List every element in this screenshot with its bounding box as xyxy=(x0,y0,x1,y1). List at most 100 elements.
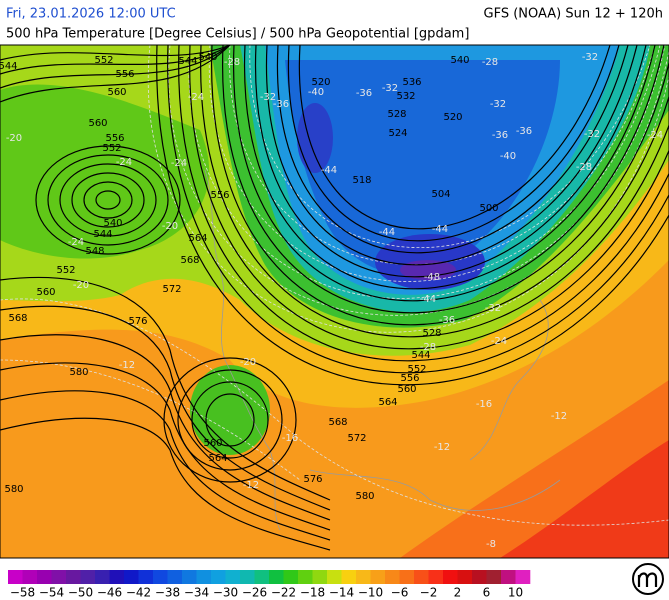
contour-line xyxy=(276,45,629,254)
contour-line xyxy=(0,390,331,541)
colorbar-swatch xyxy=(138,570,154,584)
temperature-label: -24 xyxy=(491,336,507,347)
contour-line xyxy=(0,362,331,531)
temperature-label: -16 xyxy=(282,433,298,444)
logo-mark xyxy=(637,572,658,587)
geopotential-label: 524 xyxy=(388,128,407,139)
colorbar-label: −50 xyxy=(68,586,93,600)
temperature-label: -24 xyxy=(647,130,663,141)
temperature-label: -20 xyxy=(6,133,22,144)
colorbar-label: −38 xyxy=(155,586,180,600)
temperature-label: -8 xyxy=(486,539,496,550)
temperature-label: -48 xyxy=(424,272,440,283)
temperature-label: -36 xyxy=(492,130,508,141)
contour-line xyxy=(0,305,331,511)
temperature-label: -28 xyxy=(420,342,436,353)
temperature-label: -44 xyxy=(432,224,448,235)
colorbar-swatch xyxy=(515,570,531,584)
colorbar-swatch xyxy=(428,570,444,584)
geopotential-label: 568 xyxy=(180,255,199,266)
contour-line xyxy=(167,45,669,374)
contour-line xyxy=(233,45,665,302)
geopotential-label: 536 xyxy=(402,77,421,88)
temperature-label: -44 xyxy=(321,165,337,176)
geopotential-label: 580 xyxy=(69,367,88,378)
colorbar-swatch xyxy=(341,570,357,584)
colorbar-swatch xyxy=(269,570,284,584)
geopotential-contours xyxy=(0,45,669,551)
temperature-label: -20 xyxy=(240,357,256,368)
colorbar-swatch xyxy=(443,570,458,584)
colorbar-label: 10 xyxy=(508,586,523,600)
contour-line xyxy=(222,45,669,314)
contour-line xyxy=(0,45,231,103)
temp-field xyxy=(275,60,560,275)
colorbar-label: −58 xyxy=(10,586,35,600)
colorbar-swatch xyxy=(182,570,197,584)
contour-line xyxy=(189,45,669,350)
temperature-label: -36 xyxy=(516,126,532,137)
contour-line xyxy=(244,45,656,290)
temperature-label: -24 xyxy=(188,92,204,103)
geopotential-label: 556 xyxy=(115,69,134,80)
geopotential-label: 576 xyxy=(128,316,147,327)
temperature-label: -44 xyxy=(420,294,436,305)
temperature-label: -20 xyxy=(162,221,178,232)
map-frame xyxy=(0,44,669,559)
temperature-label: -24 xyxy=(116,157,132,168)
datetime: Fri, 23.01.2026 12:00 UTC xyxy=(6,7,176,22)
colorbar-label: −2 xyxy=(420,586,438,600)
geopotential-label: 568 xyxy=(8,313,27,324)
coastline xyxy=(204,169,281,531)
contour-line xyxy=(211,45,669,326)
contour-line xyxy=(47,154,169,246)
colorbar-swatch xyxy=(457,570,473,584)
temperature-label: -20 xyxy=(73,280,89,291)
colorbar-label: −18 xyxy=(300,586,325,600)
coastline xyxy=(204,169,561,531)
temperature-label: -24 xyxy=(171,158,187,169)
colorbar-swatch xyxy=(312,570,328,584)
geopotential-label: 552 xyxy=(56,265,75,276)
geopotential-label: 540 xyxy=(450,55,469,66)
geopotential-label: 556 xyxy=(210,190,229,201)
temperature-label: -28 xyxy=(224,57,240,68)
contour-line xyxy=(59,163,157,237)
geopotential-label: 528 xyxy=(387,109,406,120)
colorbar-swatch xyxy=(22,570,38,584)
temperature-label: -32 xyxy=(382,83,398,94)
colorbar-swatch xyxy=(240,570,255,584)
colorbar-swatch xyxy=(298,570,313,584)
contour-line xyxy=(35,145,181,255)
contour-line xyxy=(0,45,231,89)
model-run: GFS (NOAA) Sun 12 + 120h xyxy=(484,7,663,22)
isotherm xyxy=(147,45,669,333)
colorbar-swatch xyxy=(66,570,81,584)
geopotential-label: 560 xyxy=(88,118,107,129)
colorbar-swatch xyxy=(472,570,487,584)
geopotential-label: 528 xyxy=(422,328,441,339)
coastline xyxy=(469,299,549,461)
colorbar-label: 6 xyxy=(483,586,491,600)
temperature-label: -12 xyxy=(551,411,567,422)
colorbar-swatch xyxy=(370,570,386,584)
geopotential-label: 544 xyxy=(411,350,430,361)
colorbar-label: −22 xyxy=(271,586,296,600)
contour-line xyxy=(0,417,331,551)
colorbar-swatch xyxy=(283,570,299,584)
geopotential-label: 552 xyxy=(94,55,113,66)
geopotential-label: 552 xyxy=(102,143,121,154)
colorbar-swatch xyxy=(80,570,96,584)
geopotential-label: 518 xyxy=(352,175,371,186)
colorbar-swatch xyxy=(356,570,371,584)
colorbar-swatch xyxy=(225,570,241,584)
temperature-label: -28 xyxy=(482,57,498,68)
geopotential-label: 520 xyxy=(311,77,330,88)
colorbar-label: 2 xyxy=(454,586,462,600)
temperature-label: -32 xyxy=(490,99,506,110)
temperature-label: -32 xyxy=(582,52,598,63)
geopotential-label: 560 xyxy=(36,287,55,298)
colorbar-swatch xyxy=(109,570,125,584)
geopotential-label: 560 xyxy=(397,384,416,395)
